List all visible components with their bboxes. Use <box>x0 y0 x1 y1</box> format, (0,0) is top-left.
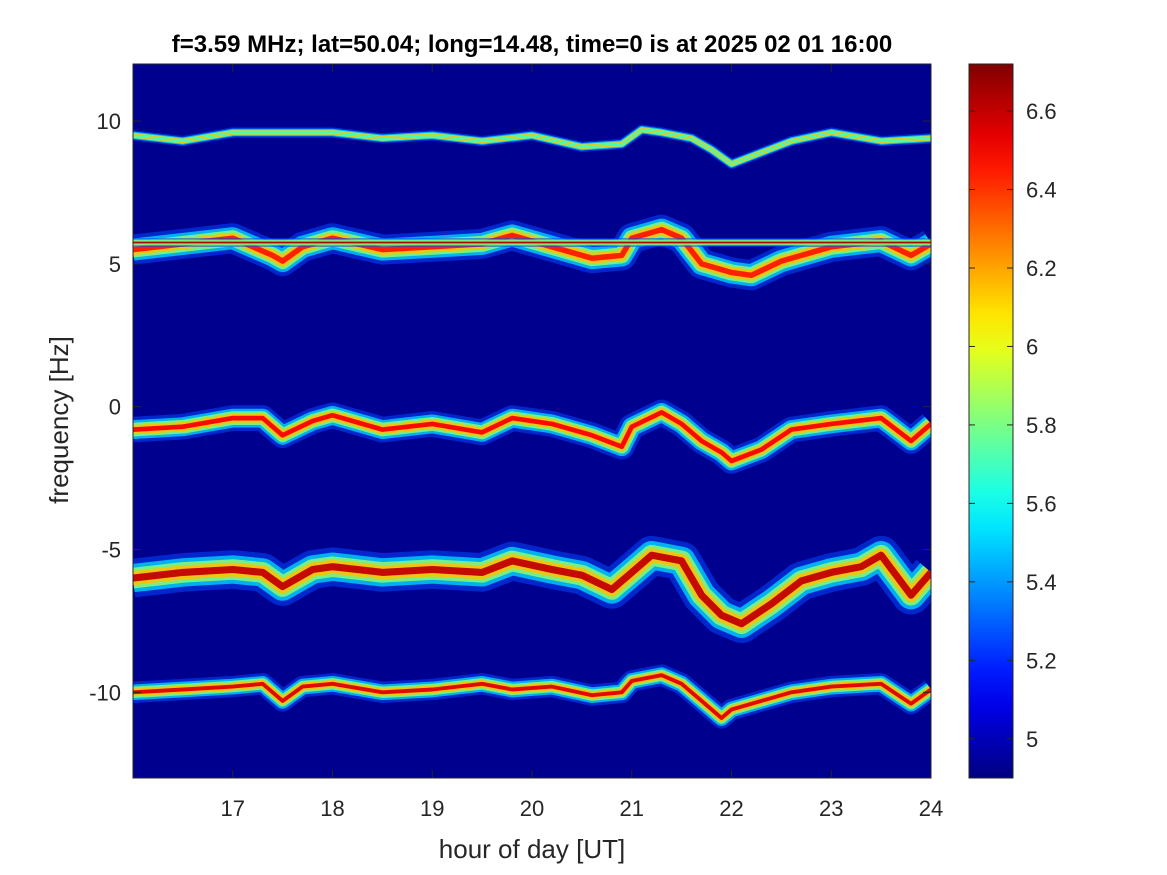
colorbar-tick-label: 5 <box>1026 727 1038 752</box>
colorbar-frame <box>968 63 1014 779</box>
colorbar-tick-label: 6 <box>1026 334 1038 359</box>
x-tick-label: 19 <box>420 796 444 821</box>
x-tick-label: 23 <box>819 796 843 821</box>
chart-title: f=3.59 MHz; lat=50.04; long=14.48, time=… <box>172 31 892 58</box>
spectral-trace-2 <box>133 214 931 291</box>
spectral-trace-1 <box>133 124 931 170</box>
y-tick-label: 10 <box>97 109 121 134</box>
x-axis-label: hour of day [UT] <box>439 834 625 864</box>
colorbar-tick-label: 6.4 <box>1026 178 1057 203</box>
y-axis-label: frequency [Hz] <box>44 336 74 504</box>
y-tick-label: -5 <box>101 538 121 563</box>
x-tick-label: 18 <box>320 796 344 821</box>
spectral-trace-5 <box>133 535 931 644</box>
spectral-trace-6 <box>133 664 931 729</box>
x-tick-label: 21 <box>620 796 644 821</box>
colorbar-tick-label: 5.4 <box>1026 570 1057 595</box>
x-tick-label: 22 <box>719 796 743 821</box>
y-tick-label: 5 <box>109 252 121 277</box>
colorbar-tick-label: 5.2 <box>1026 648 1057 673</box>
colorbar <box>969 64 1013 778</box>
x-tick-label: 24 <box>919 796 943 821</box>
colorbar-tick-label: 6.2 <box>1026 256 1057 281</box>
y-tick-label: -10 <box>89 680 121 705</box>
x-tick-label: 20 <box>520 796 544 821</box>
spectral-trace-4 <box>133 399 931 474</box>
colorbar-tick-label: 5.6 <box>1026 491 1057 516</box>
colorbar-tick-label: 5.8 <box>1026 413 1057 438</box>
x-tick-label: 17 <box>221 796 245 821</box>
y-tick-label: 0 <box>109 395 121 420</box>
colorbar-tick-label: 6.6 <box>1026 99 1057 124</box>
